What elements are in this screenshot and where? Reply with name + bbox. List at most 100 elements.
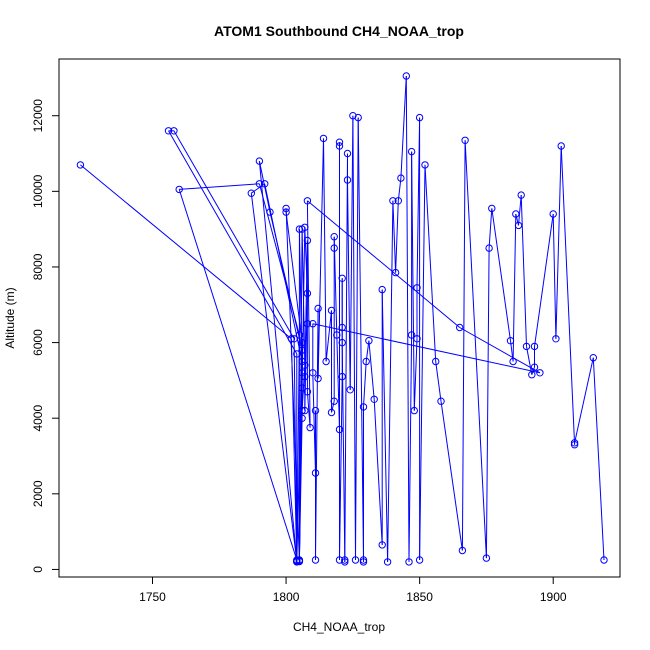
- data-point: [437, 397, 445, 405]
- data-point: [330, 397, 338, 405]
- series-segment: [387, 200, 394, 562]
- data-point: [413, 284, 421, 292]
- data-point: [298, 414, 306, 422]
- data-point: [506, 337, 515, 345]
- data-point: [365, 337, 373, 345]
- x-tick-label: 1900: [540, 590, 567, 604]
- series-segment: [250, 193, 298, 562]
- data-point: [306, 423, 314, 432]
- series-segment: [518, 195, 522, 226]
- data-point: [266, 208, 274, 216]
- data-point: [309, 369, 317, 377]
- data-point: [389, 197, 397, 205]
- series-segment: [411, 151, 415, 411]
- data-point: [394, 197, 402, 205]
- data-point: [327, 306, 336, 315]
- data-point: [549, 210, 557, 218]
- x-tick-label: 1750: [139, 590, 166, 604]
- series-segment: [534, 213, 554, 347]
- data-point: [407, 147, 416, 156]
- data-point: [335, 142, 344, 150]
- series-segment: [344, 153, 348, 562]
- data-point: [298, 346, 306, 354]
- y-axis: 0 2000 4000 6000 8000 10000 12000: [31, 99, 59, 573]
- data-point: [314, 304, 322, 313]
- data-point: [295, 331, 304, 339]
- data-point: [314, 374, 322, 383]
- series-segment: [264, 183, 303, 362]
- series-segment: [347, 179, 351, 390]
- data-point: [512, 210, 520, 218]
- data-point: [290, 335, 298, 343]
- data-point: [378, 541, 386, 549]
- series-segment: [400, 75, 407, 179]
- data-point: [309, 320, 317, 328]
- data-point: [247, 189, 256, 197]
- series-segment: [520, 195, 527, 347]
- series-segment: [392, 200, 397, 273]
- data-point: [319, 134, 328, 143]
- series-segment: [368, 340, 375, 400]
- data-point: [488, 204, 496, 213]
- data-point: [351, 556, 360, 564]
- data-point: [343, 149, 352, 158]
- data-point: [528, 371, 536, 379]
- series-segment: [560, 145, 576, 445]
- series-segment: [408, 334, 413, 562]
- data-point: [293, 350, 301, 358]
- series-segment: [323, 138, 327, 362]
- data-point: [341, 558, 349, 566]
- data-point: [397, 174, 405, 182]
- series-segment: [357, 117, 364, 561]
- data-point: [485, 244, 493, 252]
- series-segment: [491, 208, 511, 341]
- data-point: [335, 425, 344, 434]
- series-segment: [405, 75, 410, 562]
- series-layer: [76, 72, 608, 566]
- data-point: [456, 323, 464, 332]
- data-point: [301, 406, 309, 415]
- series-segment: [419, 164, 426, 561]
- data-point: [338, 372, 346, 381]
- data-point: [536, 369, 544, 377]
- series-segment: [464, 140, 487, 559]
- series-segment: [440, 401, 463, 551]
- data-point: [335, 138, 344, 146]
- series-segment: [168, 130, 298, 355]
- data-point: [354, 113, 362, 122]
- data-point: [287, 335, 296, 343]
- data-point: [413, 335, 421, 343]
- series-segment: [312, 323, 541, 374]
- data-point: [370, 395, 378, 403]
- y-tick-label: 10000: [31, 174, 45, 208]
- data-point: [311, 469, 320, 477]
- series-segment: [435, 361, 442, 402]
- data-point: [349, 112, 357, 120]
- data-point: [432, 357, 440, 366]
- data-point: [346, 386, 354, 394]
- data-point: [600, 556, 608, 564]
- data-point: [552, 335, 560, 343]
- data-point: [303, 388, 312, 396]
- data-point: [359, 556, 368, 564]
- y-tick-label: 6000: [31, 329, 45, 356]
- series-segment: [552, 213, 557, 339]
- series-segment: [178, 189, 298, 561]
- data-point: [378, 285, 386, 294]
- data-point: [383, 558, 392, 566]
- data-point: [255, 157, 264, 165]
- series-segment: [341, 342, 346, 561]
- series-segment: [395, 200, 399, 273]
- series-segment: [355, 117, 359, 561]
- data-point: [405, 558, 413, 566]
- series-segment: [555, 145, 562, 339]
- series-segment: [574, 357, 594, 443]
- series-segment: [331, 401, 335, 413]
- data-point: [391, 268, 400, 277]
- data-point: [164, 127, 173, 135]
- series-segment: [269, 211, 303, 351]
- data-point: [330, 244, 338, 252]
- series-segment: [258, 161, 298, 561]
- chart-title: ATOM1 Southbound CH4_NOAA_trop: [214, 23, 464, 39]
